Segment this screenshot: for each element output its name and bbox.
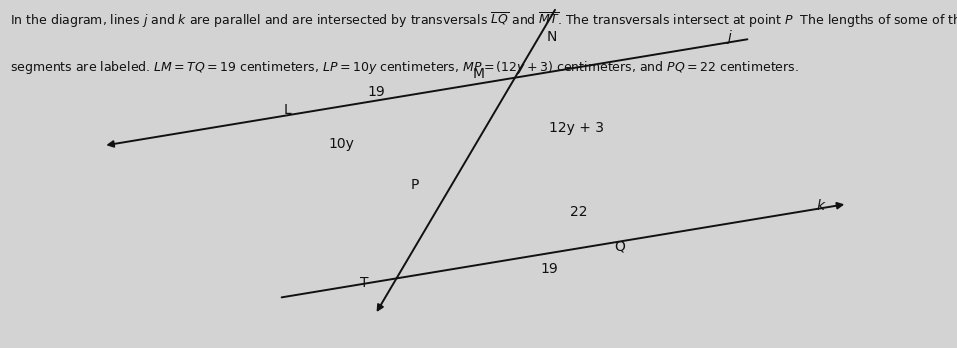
Text: 22: 22 xyxy=(570,205,588,219)
Text: 19: 19 xyxy=(367,85,385,99)
Text: j: j xyxy=(727,30,731,44)
Text: Q: Q xyxy=(614,239,625,253)
Text: 10y: 10y xyxy=(329,137,355,151)
Text: L: L xyxy=(283,103,291,117)
Text: 12y + 3: 12y + 3 xyxy=(549,121,604,135)
Text: 19: 19 xyxy=(541,262,558,276)
Text: T: T xyxy=(361,276,368,290)
Text: N: N xyxy=(546,30,557,44)
Text: k: k xyxy=(816,199,824,213)
Text: M: M xyxy=(473,68,484,81)
Text: segments are labeled. $LM = TQ = 19$ centimeters, $LP = 10y$ centimeters, $MP = : segments are labeled. $LM = TQ = 19$ cen… xyxy=(10,59,798,76)
Text: P: P xyxy=(411,177,419,191)
Text: In the diagram, lines $j$ and $k$ are parallel and are intersected by transversa: In the diagram, lines $j$ and $k$ are pa… xyxy=(10,10,957,30)
